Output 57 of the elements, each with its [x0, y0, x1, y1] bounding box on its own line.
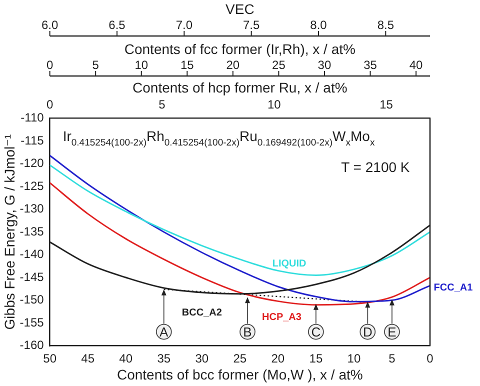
text: 6.5 — [108, 18, 126, 32]
x-tick-label: 15 — [309, 351, 323, 366]
y-tick-label: -155 — [20, 315, 44, 330]
x-tick-label: 30 — [195, 351, 209, 366]
line-series — [50, 164, 430, 276]
series-label: BCC_A2 — [182, 308, 222, 319]
series-label: FCC_A1 — [434, 282, 474, 294]
text: 15 — [180, 58, 194, 72]
series-label: HCP_A3 — [262, 312, 302, 324]
text: 5 — [92, 58, 100, 72]
annotation: D — [362, 324, 372, 340]
text: 8.5 — [377, 18, 394, 32]
y-tick-label: -145 — [20, 270, 44, 284]
y-tick-label: -110 — [20, 110, 44, 125]
y-tick-label: -150 — [20, 292, 44, 307]
y-tick-label: -160 — [20, 338, 44, 352]
text: 10 — [134, 58, 148, 72]
annotation: C — [311, 324, 321, 340]
text: Contents of fcc former (Ir,Rh), x / at% — [124, 41, 356, 57]
x2-tick-label: 0 — [46, 97, 54, 112]
x2-tick-label: 15 — [380, 97, 394, 112]
x2-tick-label: 5 — [158, 97, 166, 112]
annotation: E — [388, 324, 397, 340]
x-axis-title: Contents of bcc former (Mo,W ), x / at% — [116, 366, 363, 382]
text: 8.0 — [310, 18, 328, 32]
annotation: A — [160, 324, 169, 340]
x-tick-label: 0 — [426, 351, 434, 366]
x-tick-label: 40 — [119, 351, 133, 366]
y-tick-label: -130 — [20, 202, 44, 216]
text: 7.0 — [176, 18, 193, 32]
text: 25 — [272, 58, 286, 72]
x-tick-label: 35 — [157, 351, 171, 366]
text: 40 — [409, 58, 424, 72]
x-tick-label: 20 — [271, 351, 285, 366]
x-tick-label: 5 — [388, 351, 396, 366]
text: 7.5 — [242, 18, 260, 32]
y-tick-label: -115 — [20, 133, 44, 148]
y-tick-label: -135 — [20, 224, 44, 238]
annotation: B — [243, 324, 252, 340]
y-axis-title: Gibbs Free Energy, G / kJmol⁻¹ — [1, 134, 18, 330]
y-tick-label: -120 — [20, 156, 44, 170]
annotation: T = 2100 K — [341, 159, 410, 176]
x-tick-label: 10 — [347, 351, 361, 366]
y-tick-label: -140 — [20, 247, 44, 262]
text: 0 — [46, 58, 54, 72]
text: 30 — [318, 58, 332, 72]
text: 20 — [226, 58, 240, 72]
y-tick-label: -125 — [20, 178, 44, 193]
text: 35 — [364, 58, 378, 72]
x-tick-label: 45 — [81, 351, 95, 366]
x-tick-label: 25 — [233, 351, 247, 366]
x2-tick-label: 10 — [267, 97, 282, 112]
x-tick-label: 50 — [43, 351, 57, 366]
series-label: LIQUID — [272, 258, 306, 270]
text: 6.0 — [41, 18, 58, 32]
x2-axis-title: Contents of hcp former Ru, x / at% — [132, 79, 348, 96]
text: VEC — [226, 1, 254, 17]
